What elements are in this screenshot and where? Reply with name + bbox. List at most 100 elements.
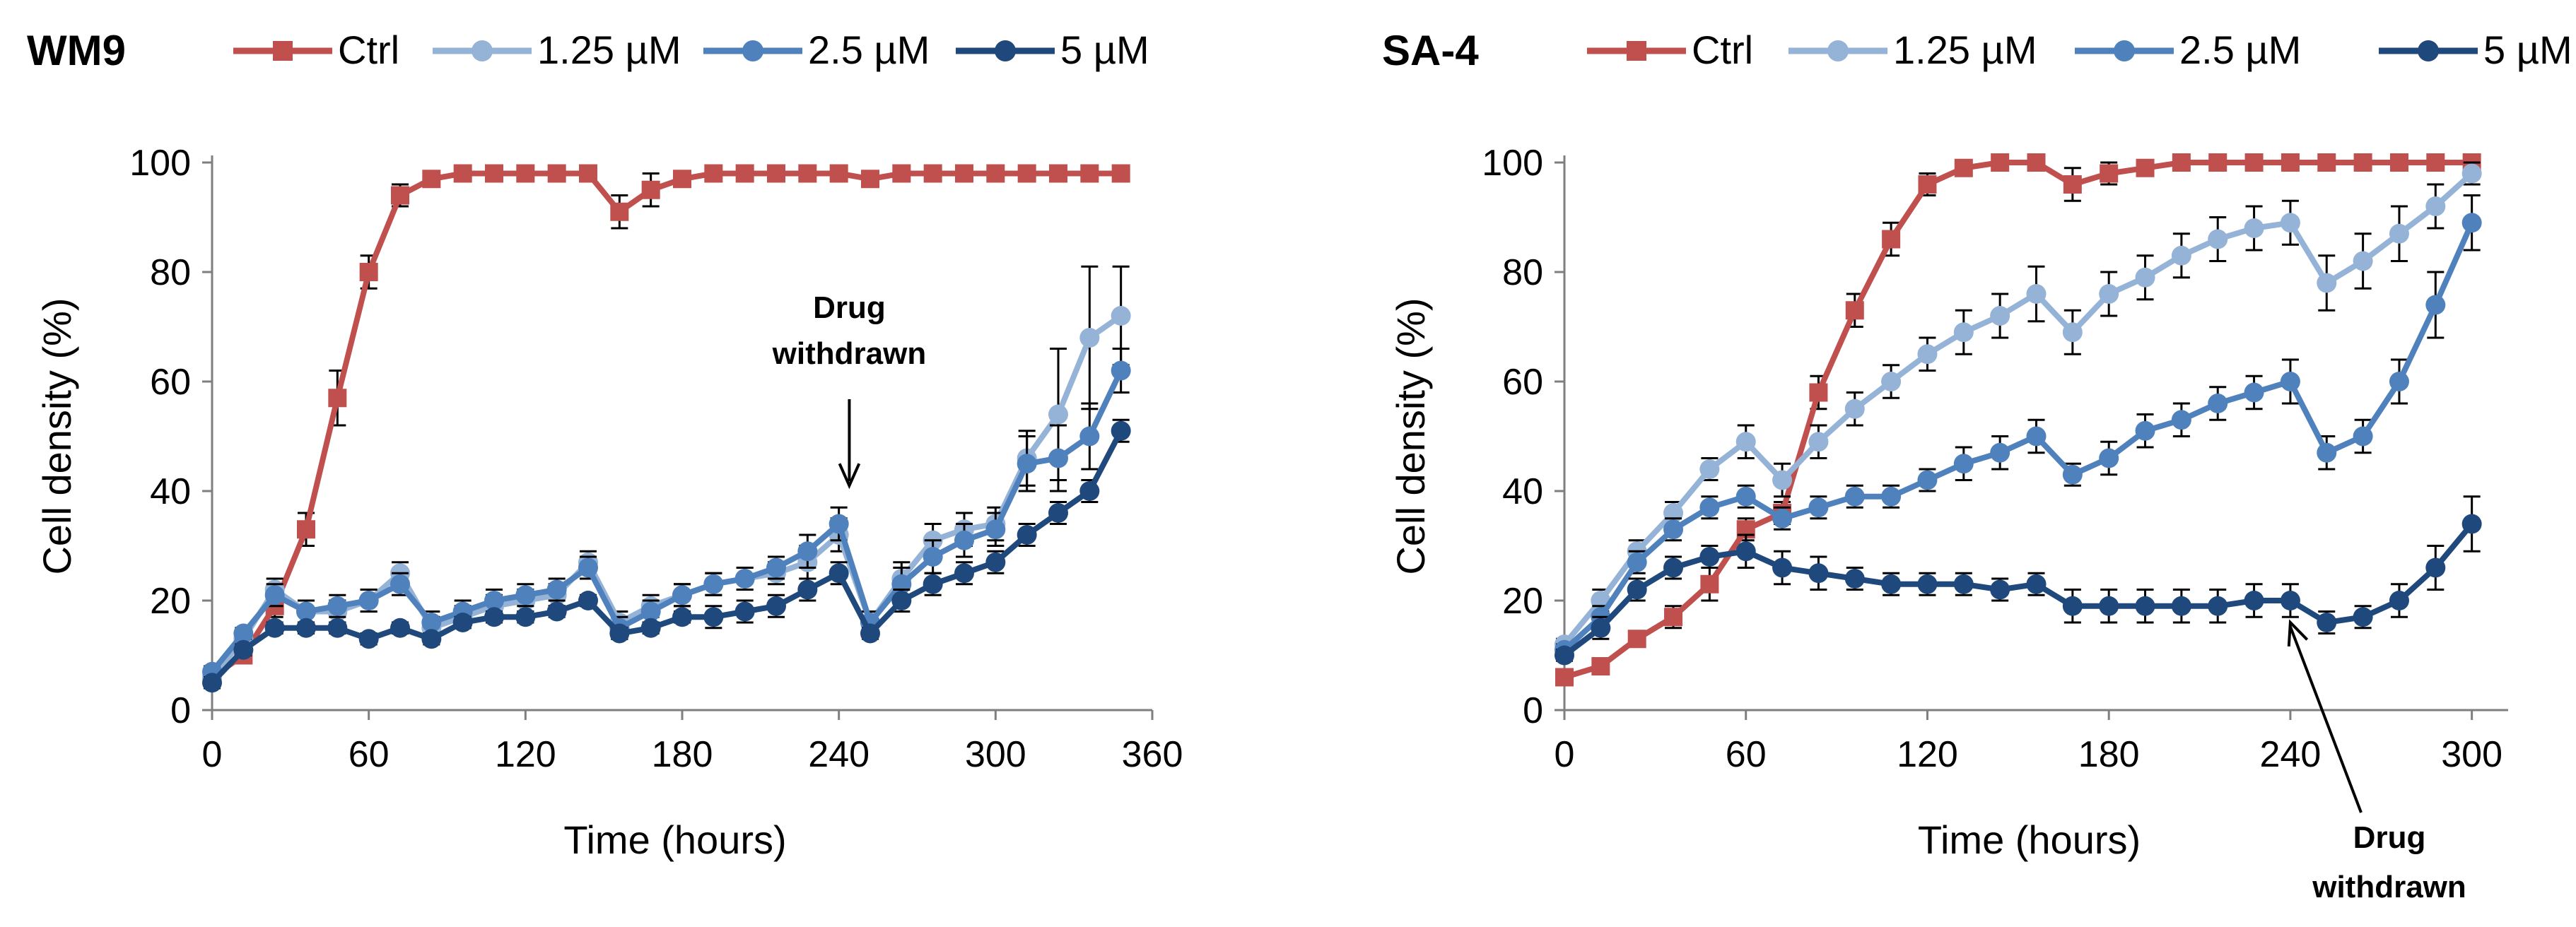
data-point xyxy=(1111,360,1131,381)
data-point xyxy=(1048,448,1068,468)
legend-marker-2-5-um xyxy=(742,40,763,61)
series-1-25-um xyxy=(1555,161,2482,654)
data-point xyxy=(1844,486,1865,507)
y-tick-label: 40 xyxy=(150,471,191,512)
data-point xyxy=(2208,596,2228,616)
panel-title: SA-4 xyxy=(1382,27,1479,74)
data-point xyxy=(2208,394,2228,413)
data-point xyxy=(327,618,348,638)
data-point xyxy=(767,164,785,183)
data-point xyxy=(515,607,536,627)
data-point xyxy=(2389,372,2409,391)
data-point xyxy=(2389,153,2408,172)
data-point xyxy=(1881,372,1902,391)
data-point xyxy=(2280,591,2300,610)
data-point xyxy=(2026,426,2047,447)
data-point xyxy=(1627,579,1647,600)
legend-label-5-um: 5 µM xyxy=(1060,28,1149,72)
data-point xyxy=(1017,454,1037,474)
series-ctrl xyxy=(1555,153,2481,687)
data-point xyxy=(2171,245,2191,266)
series-2-5-um xyxy=(1555,194,2482,660)
y-tick-label: 0 xyxy=(1523,690,1543,731)
data-point xyxy=(672,607,692,627)
data-point xyxy=(358,629,379,649)
data-point xyxy=(1735,486,1756,507)
data-point xyxy=(1772,557,1793,578)
y-axis-title: Cell density (%) xyxy=(1388,297,1433,574)
data-point xyxy=(1017,164,1036,183)
data-point xyxy=(2353,251,2373,271)
legend-label-2-5-um: 2.5 µM xyxy=(808,28,930,72)
data-point xyxy=(2461,163,2482,184)
data-point xyxy=(797,541,818,562)
series-line xyxy=(210,429,1124,685)
data-point xyxy=(1048,404,1068,425)
data-point xyxy=(1080,164,1099,183)
panel-sa4: SA-4 0 20 40 60 80 100 0 60 120 180 240 300 Cell dens… xyxy=(1382,27,2572,904)
x-tick-label: 180 xyxy=(652,734,713,775)
data-point xyxy=(2244,218,2264,238)
annotation-arrow-head xyxy=(838,463,861,490)
data-point xyxy=(2135,420,2155,441)
data-point xyxy=(923,574,943,594)
data-point xyxy=(640,601,661,622)
data-point xyxy=(1735,541,1756,562)
x-axis-title: Time (hours) xyxy=(563,817,786,862)
data-point xyxy=(1953,574,1974,594)
data-point xyxy=(546,579,567,600)
data-point xyxy=(264,618,285,638)
data-point xyxy=(1881,574,1902,594)
y-tick-label: 100 xyxy=(1482,143,1543,184)
data-point xyxy=(1990,306,2010,326)
data-point xyxy=(2425,295,2446,315)
data-point xyxy=(954,563,974,584)
data-point xyxy=(861,170,879,189)
y-tick-label: 20 xyxy=(1502,581,1543,622)
data-point xyxy=(609,623,630,644)
legend-label-1-25-um: 1.25 µM xyxy=(537,28,681,72)
data-point xyxy=(954,530,974,550)
data-point xyxy=(546,601,567,622)
legend-marker-1-25-um xyxy=(472,40,493,61)
data-point xyxy=(2281,153,2300,172)
legend-label-ctrl: Ctrl xyxy=(338,28,399,72)
x-tick-label: 300 xyxy=(965,734,1026,775)
data-point xyxy=(2317,153,2336,172)
data-point xyxy=(2317,442,2337,463)
y-tick-label: 60 xyxy=(150,362,191,403)
legend-marker-ctrl xyxy=(273,41,293,61)
data-point xyxy=(2171,596,2191,616)
data-point xyxy=(422,170,441,189)
data-point xyxy=(2461,213,2482,233)
series-5-um xyxy=(202,418,1131,693)
x-tick-label: 0 xyxy=(1555,734,1575,775)
x-tick-label: 300 xyxy=(2441,734,2502,775)
data-point xyxy=(2244,382,2264,403)
data-point xyxy=(2172,153,2191,172)
data-point xyxy=(1991,153,2010,172)
data-point xyxy=(1917,574,1938,594)
data-point xyxy=(829,164,848,183)
legend-label-5-um: 5 µM xyxy=(2483,28,2572,72)
data-point xyxy=(2135,267,2155,288)
data-point xyxy=(735,164,754,183)
legend-label-1-25-um: 1.25 µM xyxy=(1893,28,2037,72)
series-2-5-um xyxy=(202,348,1131,682)
y-tick-label: 60 xyxy=(1502,362,1543,403)
data-point xyxy=(1882,230,1901,249)
data-point xyxy=(2317,613,2337,632)
annotation-text-line: Drug xyxy=(2353,820,2426,855)
data-point xyxy=(1591,618,1611,638)
data-point xyxy=(1844,569,1865,589)
data-point xyxy=(1663,557,1684,578)
series-line xyxy=(1562,171,2474,646)
data-point xyxy=(1079,328,1100,348)
x-tick-label: 120 xyxy=(1897,734,1958,775)
data-point xyxy=(485,164,503,183)
data-point xyxy=(1049,164,1067,183)
data-point xyxy=(892,164,911,183)
data-point xyxy=(703,574,724,594)
data-point xyxy=(2280,213,2300,233)
panel-title: WM9 xyxy=(27,27,126,74)
